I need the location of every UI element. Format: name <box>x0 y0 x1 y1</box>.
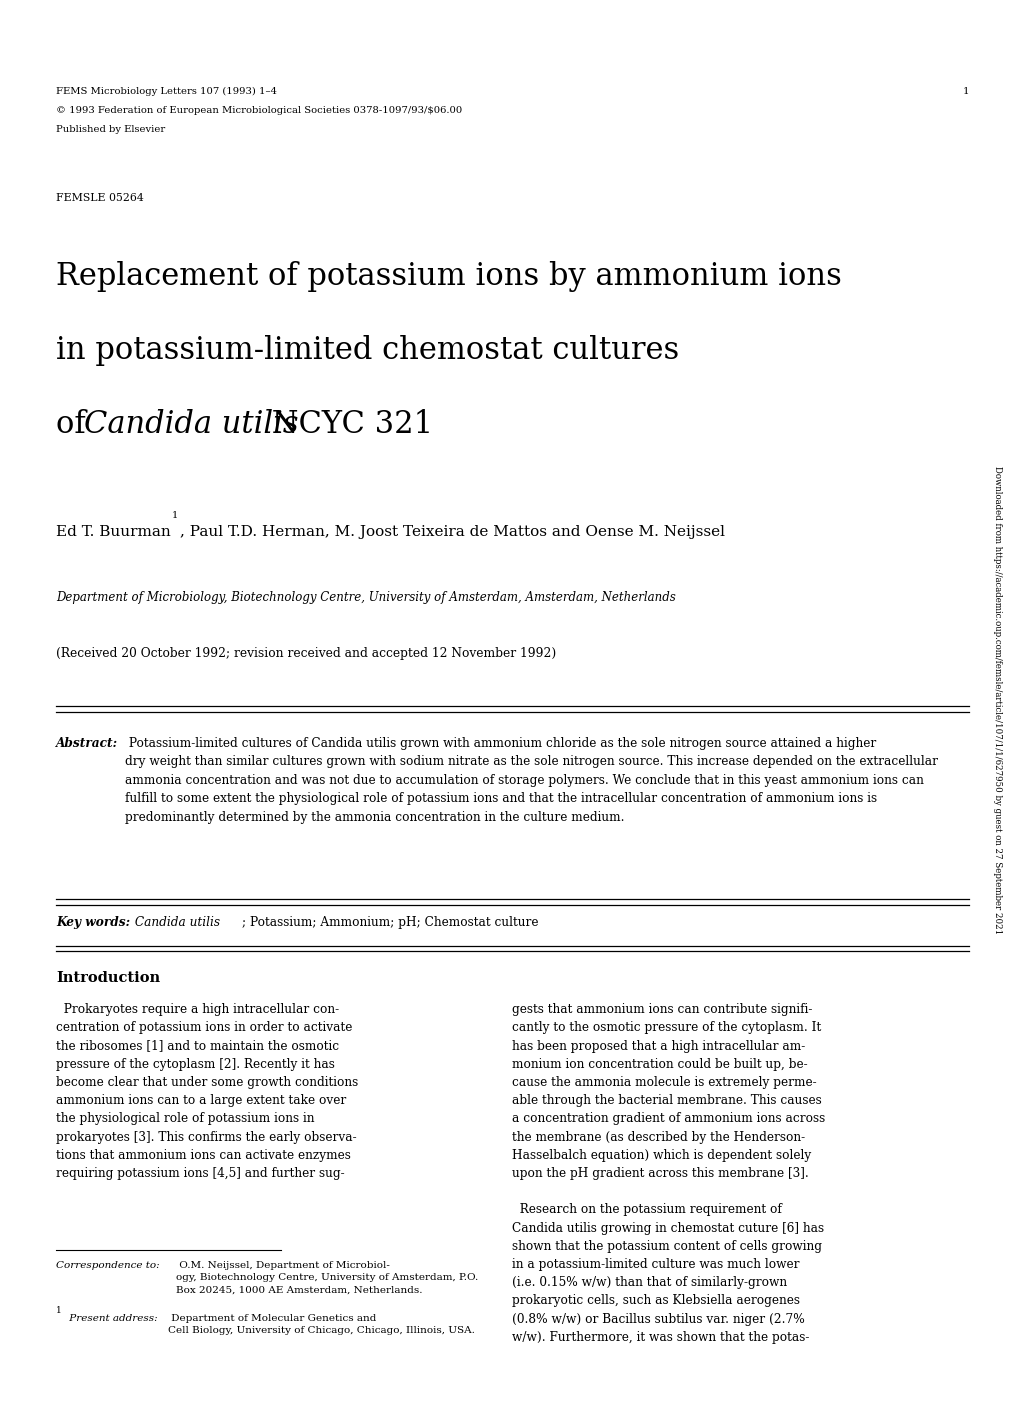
Text: Department of Molecular Genetics and
Cell Biology, University of Chicago, Chicag: Department of Molecular Genetics and Cel… <box>168 1314 475 1335</box>
Text: Abstract:: Abstract: <box>56 737 118 750</box>
Text: 1: 1 <box>56 1306 62 1314</box>
Text: Candida utilis: Candida utilis <box>130 916 219 929</box>
Text: of: of <box>56 409 96 440</box>
Text: (Received 20 October 1992; revision received and accepted 12 November 1992): (Received 20 October 1992; revision rece… <box>56 647 555 660</box>
Text: , Paul T.D. Herman, M. Joost Teixeira de Mattos and Oense M. Neijssel: , Paul T.D. Herman, M. Joost Teixeira de… <box>179 525 723 539</box>
Text: O.M. Neijssel, Department of Microbiol-
ogy, Biotechnology Centre, University of: O.M. Neijssel, Department of Microbiol- … <box>176 1261 478 1295</box>
Text: in potassium-limited chemostat cultures: in potassium-limited chemostat cultures <box>56 335 679 366</box>
Text: Department of Microbiology, Biotechnology Centre, University of Amsterdam, Amste: Department of Microbiology, Biotechnolog… <box>56 591 676 604</box>
Text: Potassium-limited cultures of Candida utilis grown with ammonium chloride as the: Potassium-limited cultures of Candida ut… <box>125 737 937 824</box>
Text: Candida utilis: Candida utilis <box>84 409 298 440</box>
Text: ; Potassium; Ammonium; pH; Chemostat culture: ; Potassium; Ammonium; pH; Chemostat cul… <box>242 916 538 929</box>
Text: Correspondence to:: Correspondence to: <box>56 1261 160 1269</box>
Text: Published by Elsevier: Published by Elsevier <box>56 125 165 133</box>
Text: Present address:: Present address: <box>66 1314 158 1323</box>
Text: FEMSLE 05264: FEMSLE 05264 <box>56 193 144 203</box>
Text: Key words:: Key words: <box>56 916 130 929</box>
Text: Ed T. Buurman: Ed T. Buurman <box>56 525 175 539</box>
Text: NCYC 321: NCYC 321 <box>262 409 433 440</box>
Text: Replacement of potassium ions by ammonium ions: Replacement of potassium ions by ammoniu… <box>56 261 841 291</box>
Text: Prokaryotes require a high intracellular con-
centration of potassium ions in or: Prokaryotes require a high intracellular… <box>56 1003 358 1180</box>
Text: © 1993 Federation of European Microbiological Societies 0378-1097/93/$06.00: © 1993 Federation of European Microbiolo… <box>56 106 462 115</box>
Text: Introduction: Introduction <box>56 971 160 985</box>
Text: FEMS Microbiology Letters 107 (1993) 1–4: FEMS Microbiology Letters 107 (1993) 1–4 <box>56 87 277 97</box>
Text: Downloaded from https://academic.oup.com/femsle/article/107/1/1/627950 by guest : Downloaded from https://academic.oup.com… <box>993 467 1001 934</box>
Text: gests that ammonium ions can contribute signifi-
cantly to the osmotic pressure : gests that ammonium ions can contribute … <box>512 1003 824 1344</box>
Text: 1: 1 <box>962 87 968 95</box>
Text: 1: 1 <box>171 511 177 520</box>
